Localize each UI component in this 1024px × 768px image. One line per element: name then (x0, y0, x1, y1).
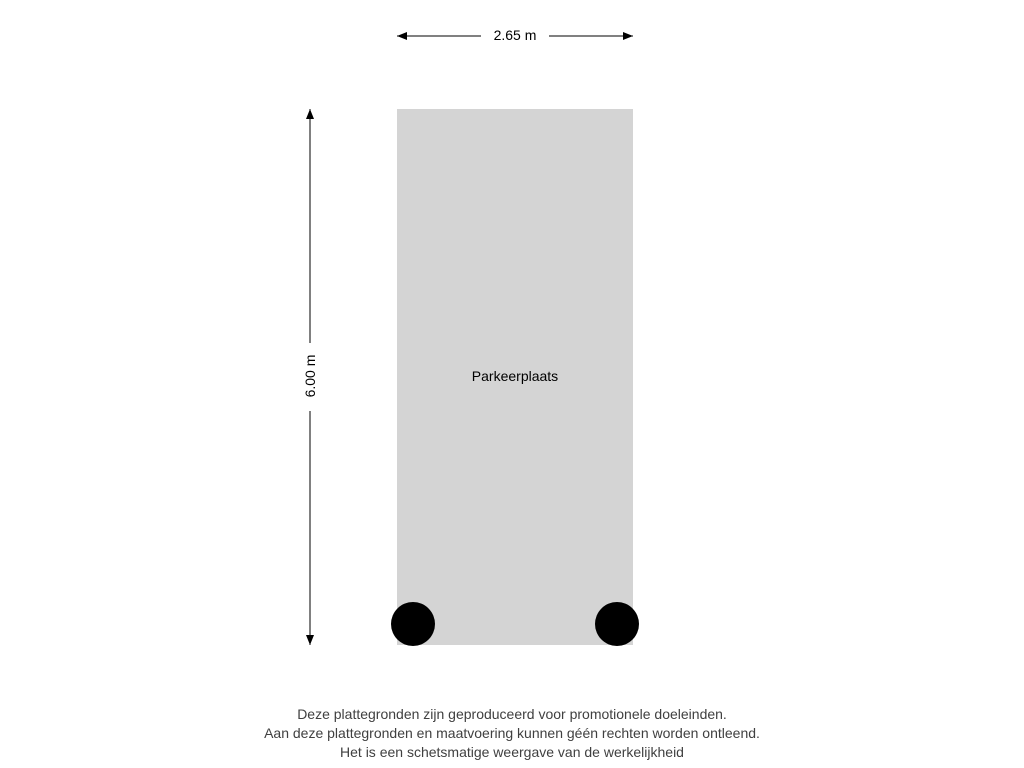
disclaimer-line: Aan deze plattegronden en maatvoering ku… (0, 724, 1024, 743)
disclaimer-line: Deze plattegronden zijn geproduceerd voo… (0, 705, 1024, 724)
space-label-parkeerplaats: Parkeerplaats (397, 368, 633, 384)
disclaimer-text: Deze plattegronden zijn geproduceerd voo… (0, 705, 1024, 762)
disclaimer-line: Het is een schetsmatige weergave van de … (0, 743, 1024, 762)
floorplan-canvas: 2.65 m 6.00 m Parkeerplaats Deze platteg… (0, 0, 1024, 768)
dimension-width-label: 2.65 m (485, 27, 545, 43)
floorplan-svg (0, 0, 1024, 768)
dimension-height-label: 6.00 m (302, 346, 318, 406)
